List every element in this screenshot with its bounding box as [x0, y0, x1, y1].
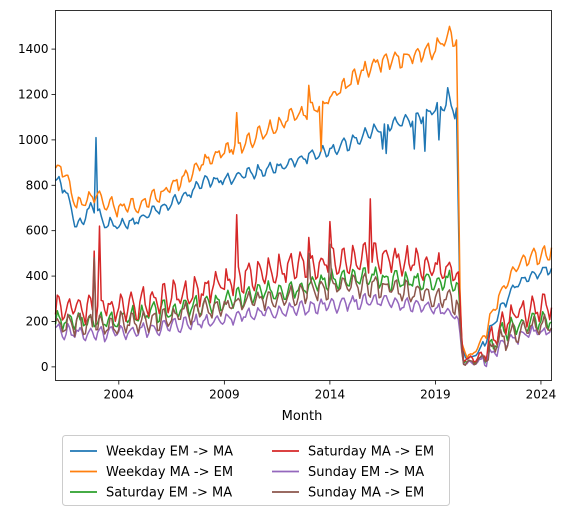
legend-label: Saturday MA -> EM: [308, 445, 434, 460]
plot-frame: [55, 10, 552, 381]
legend-label: Sunday MA -> EM: [308, 486, 424, 501]
x-tick-label: 2019: [420, 388, 451, 402]
x-tick-label: 2014: [315, 388, 346, 402]
y-tick-label: 0: [41, 360, 49, 374]
x-tick-label: 2009: [209, 388, 240, 402]
series-line: [54, 292, 553, 368]
x-tick-label: 2004: [104, 388, 135, 402]
series-line: [54, 243, 553, 366]
y-tick-label: 800: [26, 178, 49, 192]
x-axis-label: Month: [282, 409, 323, 424]
y-tick-label: 600: [26, 224, 49, 238]
x-tick-label: 2024: [526, 388, 557, 402]
plot-lines: [54, 25, 553, 368]
series-line: [54, 25, 553, 359]
legend-label: Sunday EM -> MA: [308, 465, 424, 480]
y-tick-label: 400: [26, 269, 49, 283]
legend: Weekday EM -> MA Weekday MA -> EM Saturday…: [62, 435, 450, 506]
series-line: [54, 198, 553, 363]
legend-label: Saturday EM -> MA: [106, 486, 232, 501]
legend-box: [62, 435, 450, 506]
y-tick-label: 200: [26, 314, 49, 328]
y-tick-label: 1200: [18, 87, 49, 101]
y-axis: 0 200 400 600 800 1000 1200 1400: [18, 42, 56, 374]
y-tick-label: 1400: [18, 42, 49, 56]
legend-label: Weekday MA -> EM: [106, 465, 233, 480]
y-tick-label: 1000: [18, 133, 49, 147]
legend-label: Weekday EM -> MA: [106, 445, 233, 460]
x-axis: 2004 2009 2014 2019 2024: [104, 380, 557, 402]
